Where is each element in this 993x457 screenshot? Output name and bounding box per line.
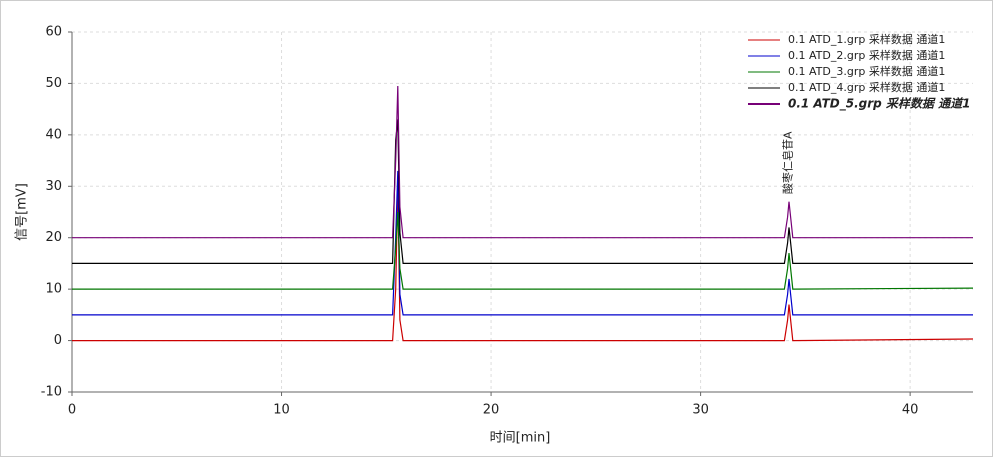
x-tick-label: 10 (273, 403, 290, 418)
series-line (72, 211, 974, 290)
legend-label: 0.1 ATD_5.grp 采样数据 通道1 (788, 97, 970, 112)
legend-label: 0.1 ATD_2.grp 采样数据 通道1 (788, 48, 945, 62)
y-tick-label: 20 (45, 230, 62, 245)
y-tick-label: 10 (45, 282, 62, 297)
y-tick-label: -10 (41, 385, 62, 400)
series-line (72, 85, 973, 239)
y-tick-label: 40 (45, 127, 62, 142)
y-tick-label: 60 (45, 25, 62, 40)
y-tick-label: 30 (45, 179, 62, 194)
y-tick-label: 50 (45, 76, 62, 91)
legend-label: 0.1 ATD_1.grp 采样数据 通道1 (788, 32, 945, 46)
x-axis-label: 时间[min] (490, 431, 551, 446)
legend-label: 0.1 ATD_3.grp 采样数据 通道1 (788, 64, 945, 78)
x-tick-label: 30 (692, 403, 709, 418)
y-tick-label: 0 (54, 333, 62, 348)
x-tick-label: 20 (483, 403, 500, 418)
x-tick-label: 40 (902, 403, 919, 418)
legend-label: 0.1 ATD_4.grp 采样数据 通道1 (788, 80, 945, 94)
y-axis-label: 信号[mV] (15, 183, 30, 241)
series-line (72, 186, 974, 342)
x-tick-label: 0 (68, 403, 76, 418)
annotation: 酸枣仁皂苷A (781, 131, 795, 194)
